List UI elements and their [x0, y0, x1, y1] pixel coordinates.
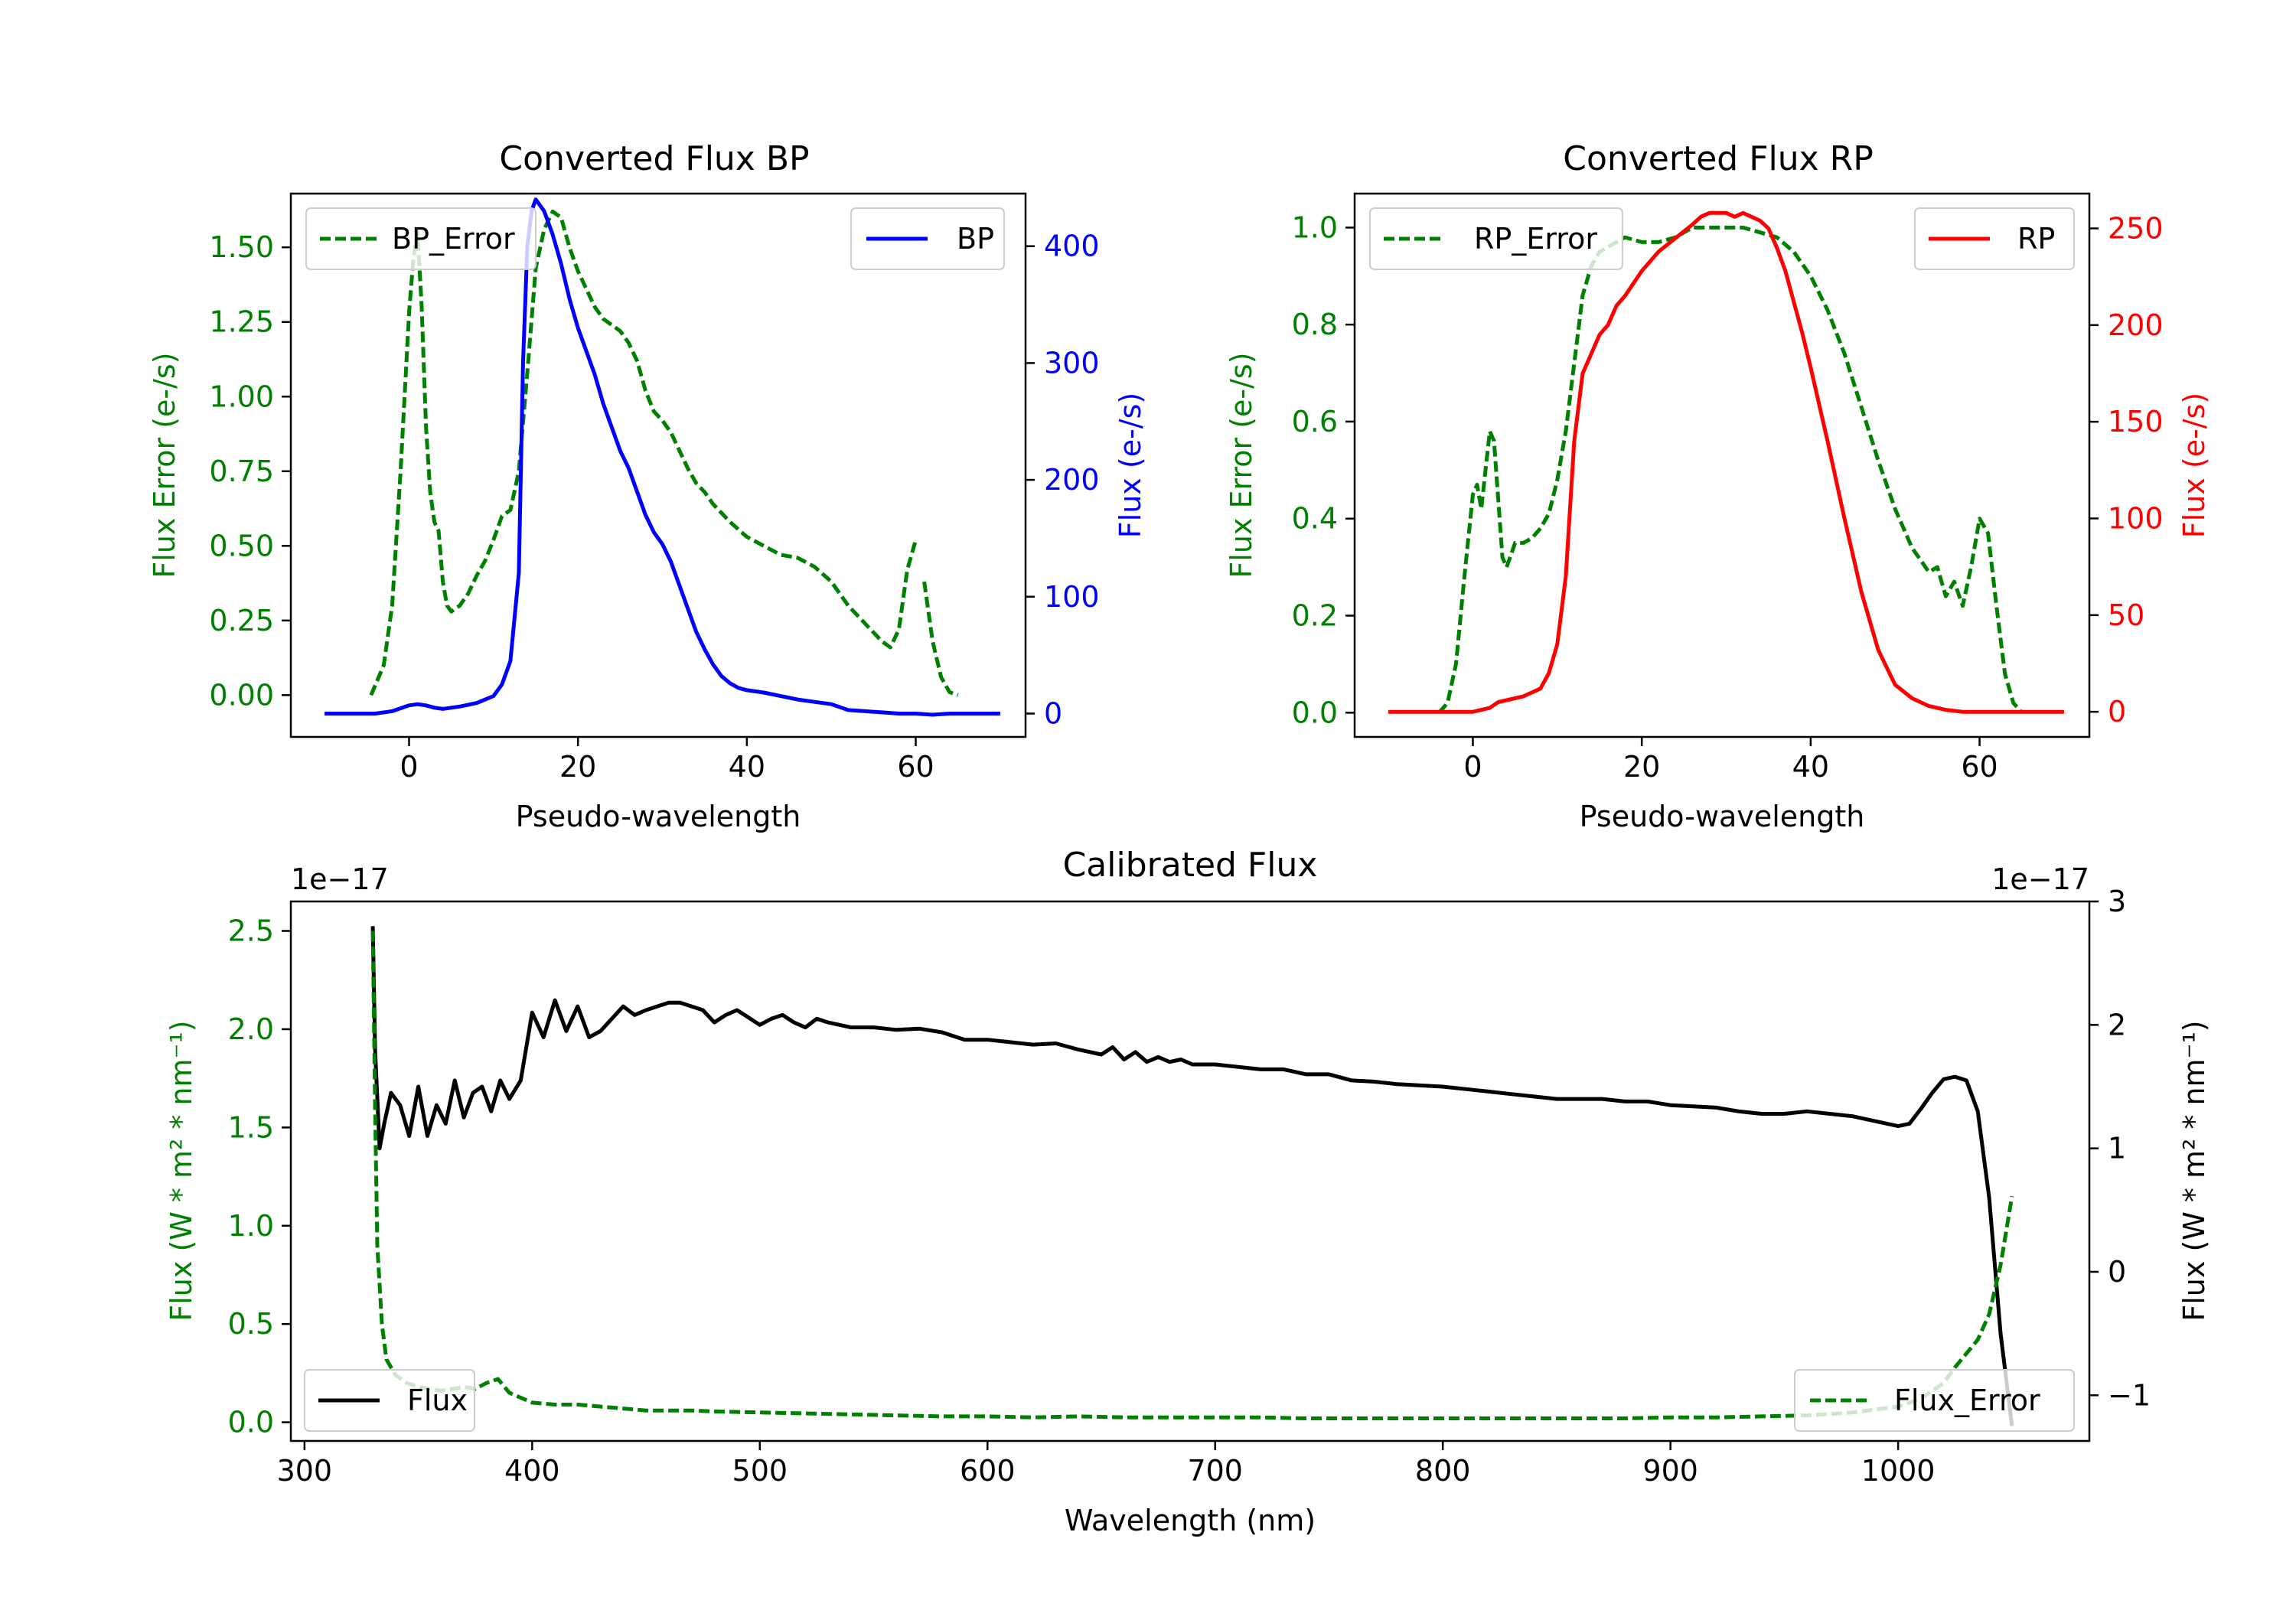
y-tick-label-right: 200 — [1044, 463, 1100, 497]
y-tick-label-left: 0.6 — [1292, 405, 1338, 438]
x-tick-label: 60 — [1961, 750, 1998, 784]
y-axis-label-right: Flux (e-/s) — [2177, 393, 2211, 538]
series-line-flux — [370, 926, 2014, 1426]
x-tick-label: 1000 — [1861, 1454, 1936, 1488]
legend-label: BP_Error — [392, 222, 515, 256]
legend-bp: BP — [850, 207, 1005, 270]
legend-flux-error: Flux_Error — [1794, 1369, 2075, 1432]
plot-area — [1388, 210, 2064, 714]
x-tick-label: 0 — [1463, 750, 1482, 784]
series-line-rp — [1388, 210, 2064, 714]
y-tick-label-left: 0.8 — [1292, 308, 1338, 341]
y-tick-label-left: 1.5 — [228, 1110, 274, 1144]
legend-flux: Flux — [304, 1369, 475, 1432]
series-line-bp-error — [369, 209, 959, 697]
series-line-bp — [325, 197, 1000, 717]
y-tick-label-left: 2.5 — [228, 914, 274, 948]
x-tick-label: 0 — [400, 750, 418, 784]
legend-box — [304, 1369, 475, 1432]
chart-calibrated-flux: Calibrated Flux 1e−17 1e−17 Wavelength (… — [165, 846, 2211, 1537]
legend-rp-error: RP_Error — [1369, 207, 1623, 270]
legend-label: RP_Error — [1474, 222, 1597, 256]
plot-frame — [1353, 192, 2091, 738]
y-tick-label-right: 0 — [1044, 696, 1062, 730]
y-tick-label-left: 1.0 — [228, 1209, 274, 1243]
y-axis-label-right: Flux (e-/s) — [1114, 393, 1147, 538]
legend-label: Flux_Error — [1894, 1384, 2040, 1417]
y-tick-label-left: 0.75 — [209, 455, 274, 488]
x-tick-label: 40 — [1792, 750, 1829, 784]
plot-frame — [289, 900, 2091, 1442]
x-tick-label: 400 — [504, 1454, 560, 1488]
legend-box — [1914, 207, 2075, 270]
x-tick-label: 800 — [1415, 1454, 1471, 1488]
legend-box — [1794, 1369, 2075, 1432]
x-tick-label: 500 — [732, 1454, 788, 1488]
y-tick-label-right: 1 — [2108, 1132, 2126, 1165]
y-tick-label-left: 0.2 — [1292, 599, 1338, 633]
chart-title: Converted Flux RP — [1563, 139, 1874, 178]
chart-title: Calibrated Flux — [1063, 846, 1318, 885]
x-tick-label: 60 — [897, 750, 934, 784]
y-axis-label-left: Flux Error (e-/s) — [1225, 352, 1258, 578]
legend-label: BP — [957, 222, 994, 256]
legend-box — [1369, 207, 1623, 270]
y-tick-label-left: 1.50 — [209, 230, 274, 264]
chart-converted-flux-bp: Converted Flux BP Pseudo-wavelength Flux… — [148, 139, 1147, 833]
y-tick-label-right: 0 — [2108, 1255, 2126, 1289]
plot-frame — [289, 192, 1027, 738]
x-axis-label: Pseudo-wavelength — [516, 800, 801, 833]
y-tick-label-right: 400 — [1044, 230, 1100, 263]
chart-title: Converted Flux BP — [499, 139, 809, 178]
y-tick-label-left: 1.00 — [209, 380, 274, 413]
legend-label: Flux — [407, 1384, 468, 1417]
series-line-rp-error — [1437, 225, 2024, 714]
y-tick-label-left: 0.5 — [228, 1307, 274, 1341]
y-tick-label-right: 3 — [2108, 885, 2126, 918]
y-tick-label-left: 0.0 — [228, 1406, 274, 1439]
x-tick-label: 600 — [960, 1454, 1016, 1488]
y-tick-label-left: 0.0 — [1292, 696, 1338, 729]
x-tick-label: 300 — [277, 1454, 333, 1488]
y-tick-label-right: 50 — [2108, 598, 2144, 632]
y-tick-label-right: 2 — [2108, 1008, 2126, 1041]
x-tick-label: 20 — [559, 750, 596, 784]
x-axis-label: Pseudo-wavelength — [1580, 800, 1865, 833]
y-tick-label-right: 200 — [2108, 308, 2164, 342]
x-tick-label: 20 — [1623, 750, 1660, 784]
y-tick-label-left: 2.0 — [228, 1012, 274, 1046]
y-axis-label-right: Flux (W * m² * nm⁻¹) — [2177, 1020, 2211, 1321]
legend-bp-error: BP_Error — [305, 207, 536, 270]
y-tick-label-left: 0.25 — [209, 604, 274, 637]
y-tick-label-right: 100 — [2108, 501, 2164, 535]
y-axis-label-left: Flux Error (e-/s) — [148, 352, 181, 578]
y-tick-label-left: 0.50 — [209, 529, 274, 562]
y-axis-label-left: Flux (W * m² * nm⁻¹) — [165, 1020, 198, 1321]
x-tick-label: 40 — [729, 750, 765, 784]
chart-converted-flux-rp: Converted Flux RP Pseudo-wavelength Flux… — [1225, 139, 2211, 833]
x-axis-label: Wavelength (nm) — [1065, 1504, 1316, 1537]
offset-label-left: 1e−17 — [291, 862, 389, 896]
y-tick-label-right: 300 — [1044, 346, 1100, 380]
y-tick-label-left: 0.00 — [209, 678, 274, 712]
legend-box — [305, 207, 536, 270]
x-tick-label: 900 — [1642, 1454, 1698, 1488]
y-tick-label-left: 1.0 — [1292, 210, 1338, 244]
plot-area — [325, 197, 1000, 717]
y-tick-label-right: 250 — [2108, 211, 2164, 245]
y-tick-label-right: 100 — [1044, 580, 1100, 614]
y-tick-label-left: 0.4 — [1292, 502, 1338, 536]
y-tick-label-right: −1 — [2108, 1378, 2151, 1412]
x-tick-label: 700 — [1187, 1454, 1243, 1488]
offset-label-right: 1e−17 — [1991, 862, 2089, 896]
y-tick-label-right: 150 — [2108, 405, 2164, 438]
legend-rp: RP — [1914, 207, 2075, 270]
legend-label: RP — [2017, 222, 2055, 256]
y-tick-label-left: 1.25 — [209, 305, 274, 339]
y-tick-label-right: 0 — [2108, 695, 2126, 729]
